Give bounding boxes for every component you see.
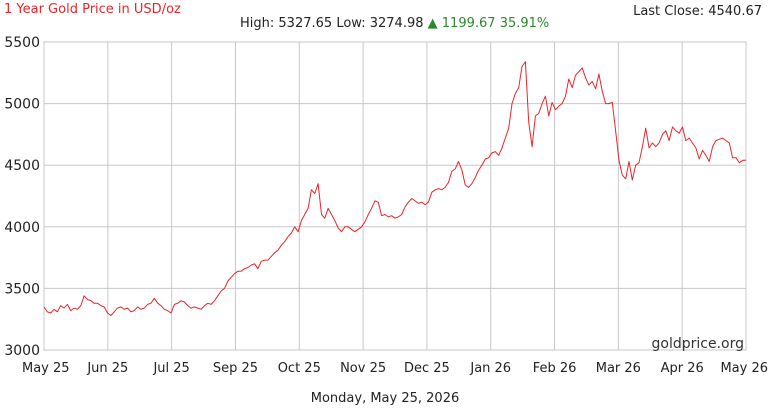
y-tick-label: 5000 — [4, 97, 40, 113]
x-tick-label: Jan 26 — [469, 361, 511, 376]
x-tick-label: Apr 26 — [661, 361, 704, 376]
up-arrow-icon: ▲ — [427, 16, 438, 31]
last-close: Last Close: 4540.67 — [633, 4, 762, 19]
y-tick-label: 5500 — [4, 35, 40, 51]
grid — [43, 41, 747, 351]
x-tick-label: Jun 25 — [86, 361, 128, 376]
footer-date: Monday, May 25, 2026 — [310, 391, 460, 406]
x-axis: May 25 Jun 25 Jul 25 Sep 25 Oct 25 Nov 25 Dec … — [22, 361, 768, 376]
change-value: 1199.67 — [441, 16, 496, 31]
change-percent: 35.91% — [499, 16, 550, 31]
last-close-label: Last Close: — [633, 4, 705, 19]
y-tick-label: 4000 — [4, 220, 40, 236]
y-tick-label: 3000 — [4, 343, 40, 359]
x-tick-label: Nov 25 — [340, 361, 386, 376]
gold-price-line — [43, 61, 746, 316]
high-value: 5327.65 — [278, 16, 333, 31]
x-tick-label: Oct 25 — [278, 361, 321, 376]
y-tick-label: 3500 — [4, 281, 40, 297]
low-label: Low: — [336, 16, 366, 31]
high-label: High: — [240, 16, 275, 31]
x-tick-label: Dec 25 — [404, 361, 450, 376]
last-close-value: 4540.67 — [708, 4, 762, 19]
y-axis: 3000 3500 4000 4500 5000 5500 — [4, 35, 40, 359]
chart-title: 1 Year Gold Price in USD/oz — [4, 2, 181, 17]
x-tick-label: May 25 — [22, 361, 70, 376]
x-tick-label: May 26 — [720, 361, 768, 376]
plot-area — [43, 41, 747, 351]
x-tick-label: Sep 25 — [213, 361, 258, 376]
x-tick-label: Mar 26 — [596, 361, 641, 376]
price-stats: High: 5327.65 Low: 3274.98 ▲ 1199.67 35.… — [240, 16, 549, 31]
x-tick-label: Feb 26 — [533, 361, 577, 376]
y-tick-label: 4500 — [4, 158, 40, 174]
low-value: 3274.98 — [369, 16, 424, 31]
x-tick-label: Jul 25 — [152, 361, 189, 376]
watermark: goldprice.org — [652, 336, 744, 352]
